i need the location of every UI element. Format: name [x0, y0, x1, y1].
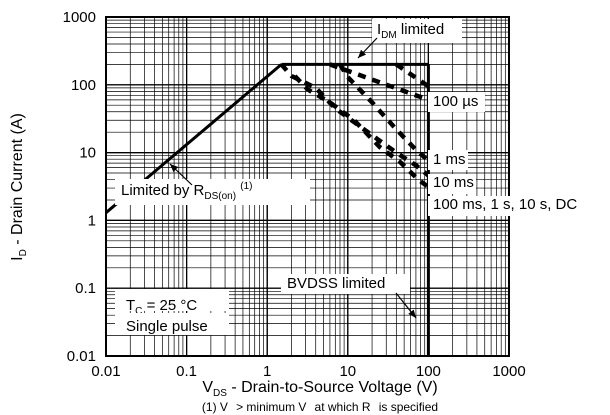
idm-arrow-head — [358, 49, 366, 58]
plot-frame — [105, 16, 510, 357]
label-100ms-dc-background — [428, 196, 598, 216]
y-tick-label: 0.1 — [75, 280, 96, 297]
label-100us: 100 µs — [433, 93, 478, 110]
label-100us-background — [428, 92, 485, 112]
label-1ms: 1 ms — [433, 151, 466, 168]
rds-limited-label-background — [115, 179, 310, 205]
idm-limited-label: IDM limited — [377, 21, 444, 41]
bvdss-arrow-head — [408, 309, 416, 318]
y-tick-label: 1 — [88, 212, 96, 229]
rds-limited-label: Limited by RDS(on) (1) — [121, 181, 252, 202]
x-tick-label: 1000 — [492, 363, 525, 380]
annotations: IDM limited 100 µs 1 ms 10 ms 100 ms, 1 s, 1… — [115, 19, 598, 335]
case-temperature-label-background — [115, 289, 229, 311]
x-tick-label: 1 — [263, 363, 271, 380]
x-tick-label: 0.1 — [176, 363, 197, 380]
pulse-limit-line — [395, 62, 430, 89]
label-10ms: 10 ms — [433, 174, 474, 191]
label-100ms-dc: 100 ms, 1 s, 10 s, DC — [433, 196, 577, 213]
footnote: (1) V > minimum V at which R is specifie… — [202, 400, 438, 414]
label-10ms-background — [428, 174, 476, 194]
bvdss-limited-label-background — [281, 274, 410, 294]
x-tick-label: 0.01 — [91, 363, 120, 380]
pulse-limit-line — [338, 63, 430, 163]
x-tick-label: 100 — [416, 363, 441, 380]
y-axis-label: ID - Drain Current (A) — [9, 113, 29, 261]
single-pulse-label: Single pulse — [126, 318, 208, 335]
y-tick-label: 1000 — [63, 9, 96, 26]
x-tick-label: 10 — [339, 363, 356, 380]
x-axis-label: VDS - Drain-to-Source Voltage (V) — [202, 379, 437, 399]
case-temperature-label: TC = 25 °C — [126, 297, 197, 317]
label-1ms-background — [428, 150, 468, 170]
bvdss-limited-label: BVDSS limited — [287, 275, 385, 292]
rds-arrow-head — [170, 164, 179, 173]
pulse-limit-line — [329, 62, 430, 102]
single-pulse-label-background — [115, 313, 229, 335]
pulse-limit-line — [293, 74, 430, 189]
tick-labels: 0.01 0.1 1 10 100 1000 0.01 0.1 1 10 100 1000 — [63, 9, 526, 380]
y-tick-label: 100 — [71, 77, 96, 94]
y-tick-label: 0.01 — [67, 348, 96, 365]
y-tick-label: 10 — [79, 145, 96, 162]
idm-limited-label-background — [372, 19, 462, 43]
